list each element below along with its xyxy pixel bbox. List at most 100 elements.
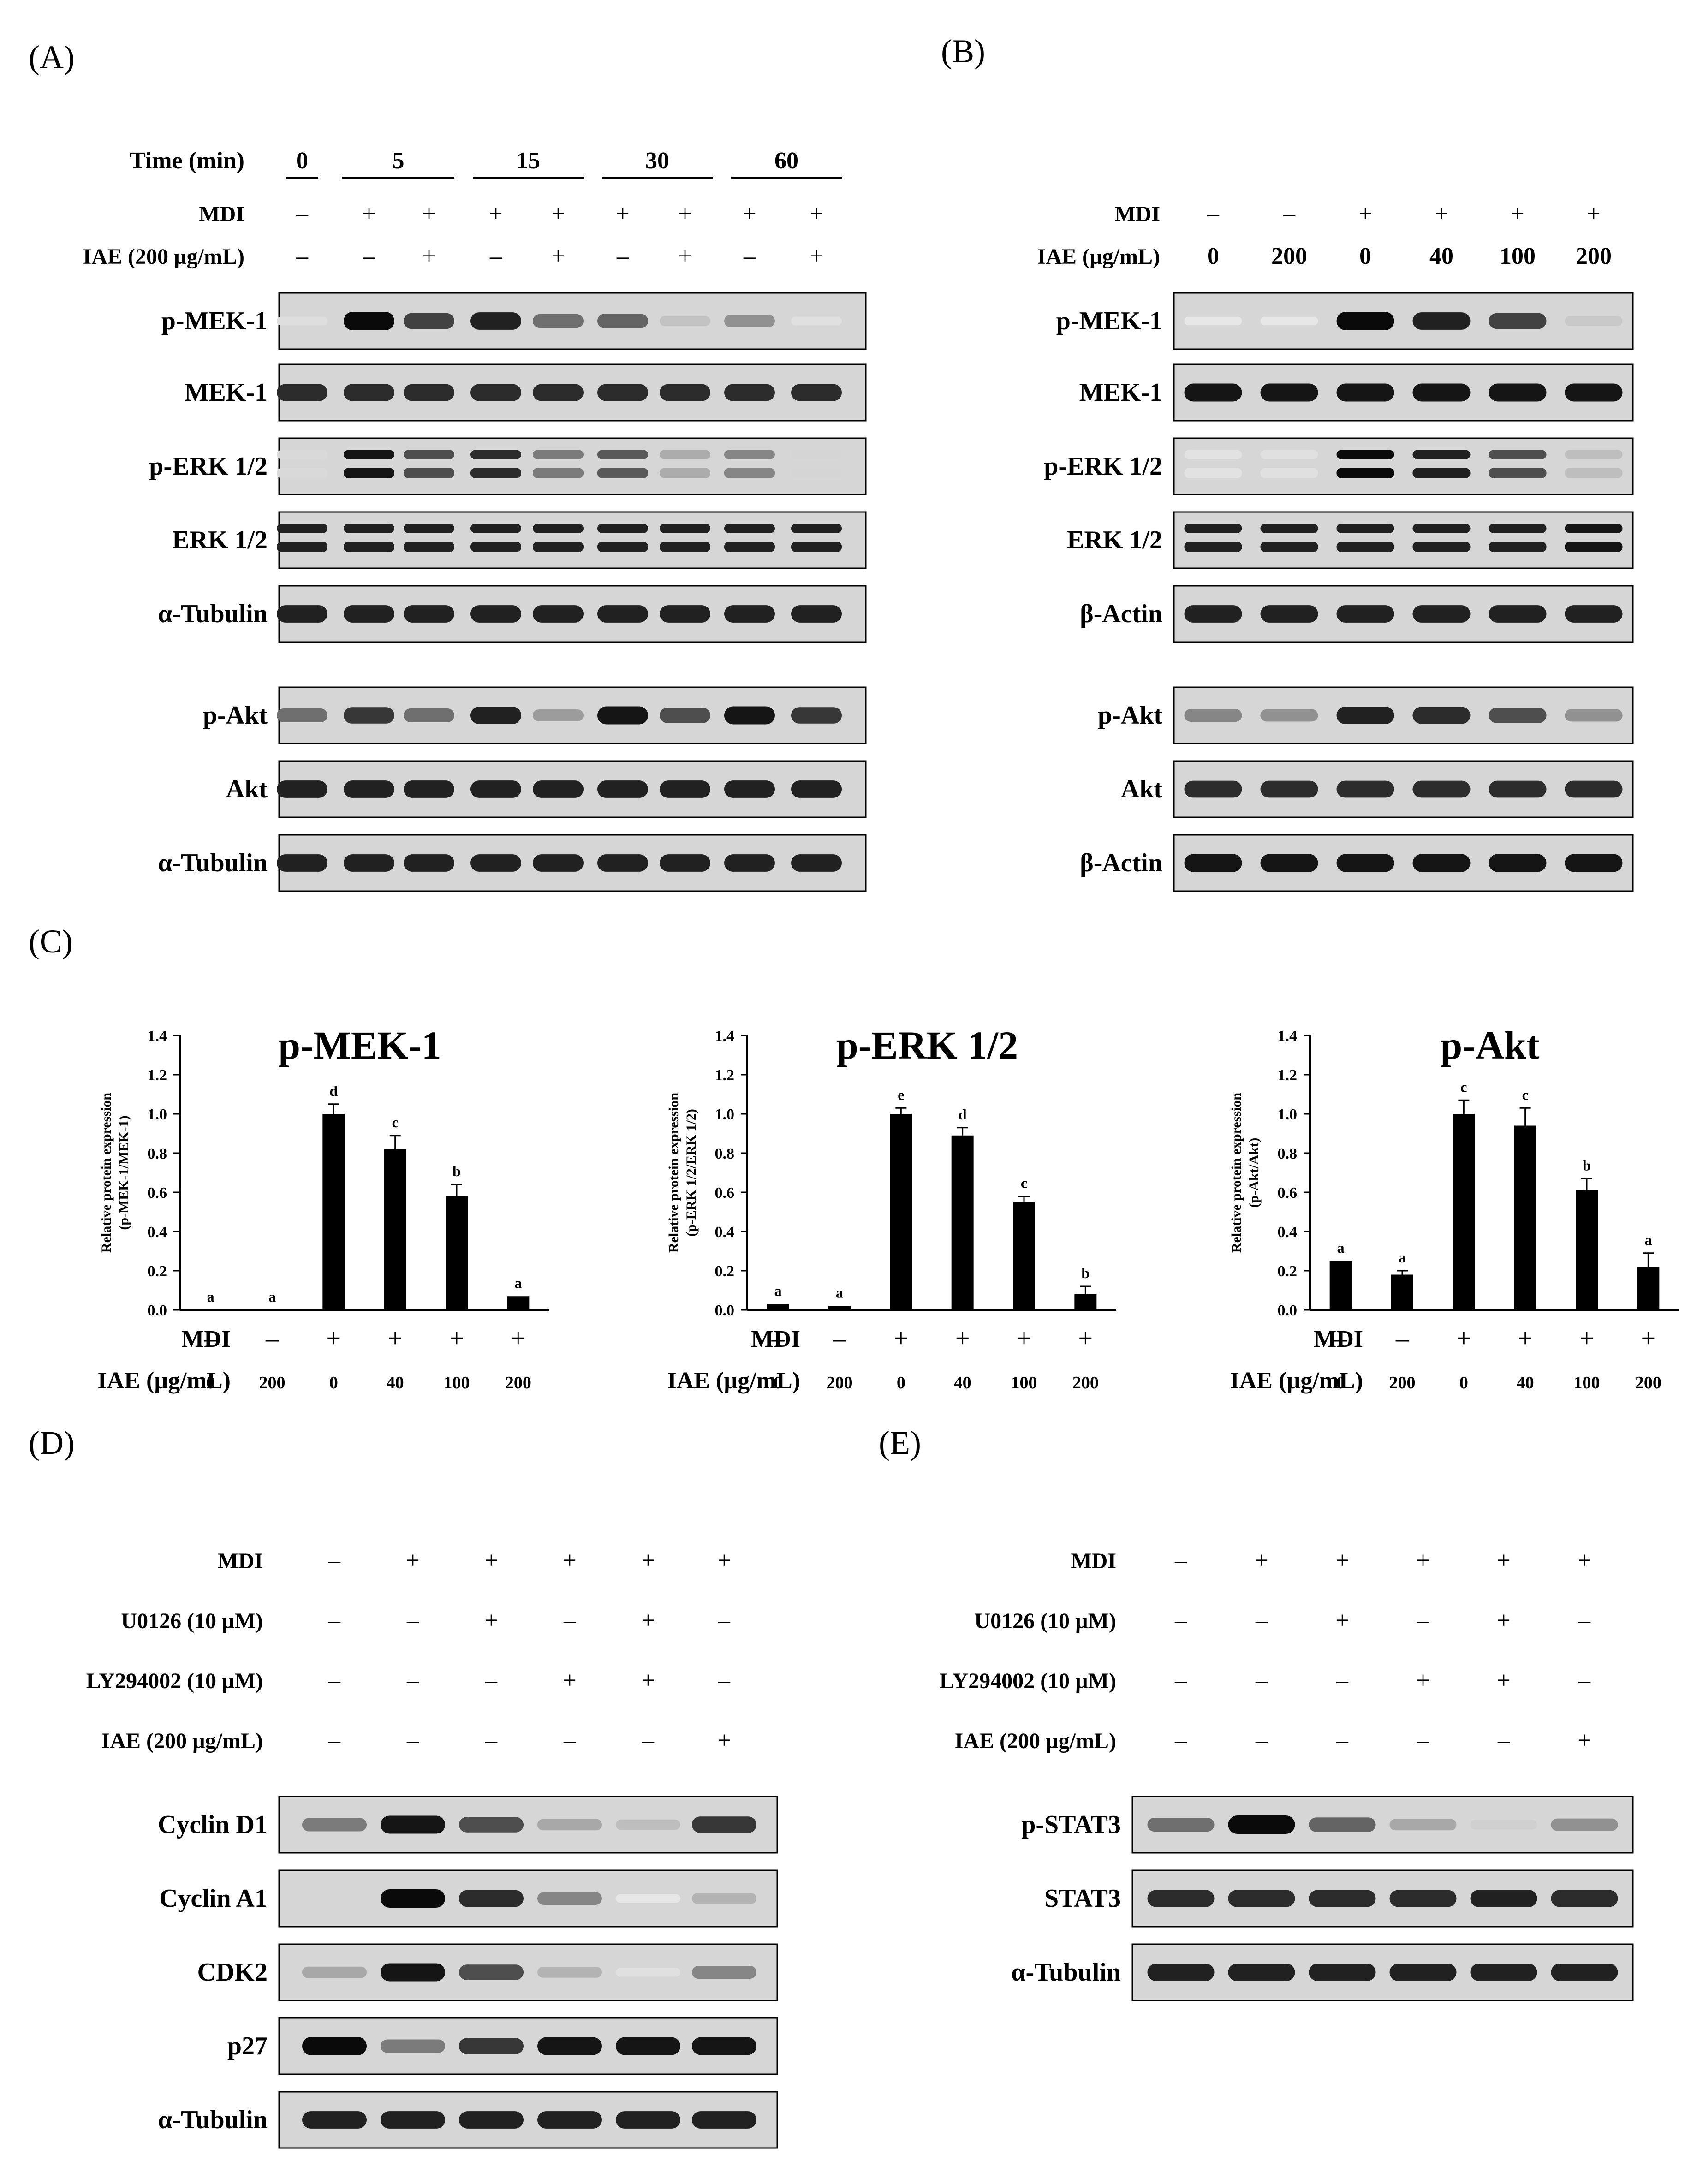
band-cdk2-2 [459,1964,524,1980]
significance-letter-2: e [898,1086,904,1103]
y-axis-label-line2: (p-MEK-1/MEK-1) [116,1115,131,1230]
band-upper-p-erk-1-2-0 [277,450,327,459]
y-tick-label-0-4: 0.4 [715,1224,735,1241]
band-mek-1-5 [597,384,648,401]
lane-value-mdi-3: + [489,201,502,227]
band-cyclin-a1-1 [381,1889,445,1908]
band-lower-erk-1-2-4 [533,542,584,552]
band-p27-3 [537,2037,602,2055]
band-upper-p-erk-1-2-3 [1412,450,1471,459]
blot-label-p-mek-1: p-MEK-1 [1056,307,1162,335]
band-akt-5 [597,780,648,798]
lane-value-ly294002-10-m-4: + [641,1667,655,1694]
row-label-u0126-10-m: U0126 (10 µM) [974,1609,1116,1633]
lane-value-ly294002-10-m-3: + [1416,1667,1429,1694]
y-axis-label-line2: (p-Akt/Akt) [1246,1138,1262,1208]
band-p-akt-3 [1412,707,1471,724]
lane-value-iae-200-g-ml-0: – [328,1727,341,1754]
band-p-akt-1 [1260,709,1318,722]
band-actin-5 [1565,854,1623,872]
iae-value-2: 0 [1459,1373,1468,1393]
mdi-value-2: + [894,1324,909,1353]
band-tubulin-1 [1228,1964,1295,1981]
lane-value-mdi-2: + [1358,201,1372,227]
band-tubulin-6 [660,854,710,872]
bar-2 [890,1114,912,1310]
band-p-stat3-0 [1147,1817,1215,1832]
lane-value-mdi-4: + [1497,1547,1510,1574]
bar-0 [1329,1261,1352,1310]
lane-value-u0126-10-m-2: + [484,1607,498,1634]
lane-value-mdi-4: + [551,201,565,227]
band-upper-p-erk-1-2-2 [1336,450,1394,459]
mdi-value-0: – [1334,1324,1348,1353]
blot-label-p-mek-1: p-MEK-1 [161,307,268,335]
significance-letter-5: a [1644,1232,1652,1248]
band-p27-4 [616,2037,680,2055]
bar-chart-p-erk-1-2: 0.0 0.2 0.4 0.6 0.8 1.0 1.2 1.4 Relative protein… [666,1023,1116,1394]
band-lower-erk-1-2-1 [1260,542,1318,552]
band-p-akt-5 [597,706,648,725]
lane-value-ly294002-10-m-4: + [1497,1667,1510,1694]
lane-value-iae-g-ml-1: 200 [1271,243,1307,269]
lane-value-u0126-10-m-3: – [563,1607,576,1634]
bar-3 [951,1135,974,1310]
y-tick-label-0-8: 0.8 [1278,1145,1298,1162]
band-akt-1 [344,780,394,798]
blot-p-akt [1173,686,1634,744]
band-p-stat3-1 [1228,1815,1295,1834]
mdi-value-3: + [1518,1324,1533,1353]
lane-value-iae-200-g-ml-4: – [1497,1727,1510,1754]
lane-value-ly294002-10-m-0: – [1174,1667,1187,1694]
significance-letter-0: a [207,1288,214,1305]
time-group-15: 15 [516,148,540,174]
band-cyclin-d1-3 [537,1819,602,1831]
lane-value-mdi-5: + [1587,201,1600,227]
time-group-0: 0 [296,148,308,174]
band-p-mek-1-3 [470,312,521,330]
band-lower-p-erk-1-2-4 [533,468,584,478]
bar-1 [828,1306,851,1310]
y-tick-label-1-4: 1.4 [715,1028,735,1045]
lane-value-u0126-10-m-4: + [1497,1607,1510,1634]
band-tubulin-3 [470,854,521,872]
band-tubulin-2 [404,605,454,623]
iae-value-0: 0 [1336,1373,1345,1393]
lane-value-mdi-6: + [678,201,691,227]
blot-p-mek-1 [1173,292,1634,350]
bar-3 [1514,1125,1536,1310]
lane-value-mdi-3: + [563,1547,576,1574]
y-tick-label-0-2: 0.2 [1278,1263,1298,1280]
time-group-30: 30 [645,148,669,174]
band-p-mek-1-4 [533,314,584,328]
y-tick-label-0-0: 0.0 [715,1302,735,1319]
y-tick-label-0-0: 0.0 [1278,1302,1298,1319]
band-actin-1 [1260,854,1318,872]
lane-value-u0126-10-m-3: – [1417,1607,1429,1634]
band-actin-0 [1184,605,1242,623]
band-stat3-2 [1309,1890,1376,1907]
iae-value-2: 0 [897,1373,905,1393]
band-p-stat3-2 [1309,1817,1376,1832]
lane-value-mdi-7: + [743,201,756,227]
y-axis-label-line1: Relative protein expression [1229,1093,1244,1253]
band-p-mek-1-7 [724,315,775,327]
band-lower-erk-1-2-2 [1336,542,1394,552]
band-upper-erk-1-2-0 [277,524,327,533]
band-akt-8 [791,780,842,798]
lane-value-iae-200-g-ml-3: – [1417,1727,1429,1754]
band-tubulin-0 [302,2111,367,2129]
blot-label-tubulin: α-Tubulin [158,600,268,628]
blot-mek-1 [1173,363,1634,422]
panel-c: 0.0 0.2 0.4 0.6 0.8 1.0 1.2 1.4 Relative protein… [97,1023,1679,1394]
band-p-mek-1-0 [1184,316,1242,326]
band-mek-1-2 [1336,383,1394,402]
band-upper-p-erk-1-2-5 [597,450,648,459]
band-actin-1 [1260,605,1318,623]
band-mek-1-8 [791,384,842,401]
y-axis-label-line1: Relative protein expression [99,1093,114,1253]
lane-value-iae-200-g-ml-0: – [1174,1727,1187,1754]
band-tubulin-3 [470,605,521,623]
lane-value-u0126-10-m-1: – [406,1607,419,1634]
band-p-akt-8 [791,707,842,724]
